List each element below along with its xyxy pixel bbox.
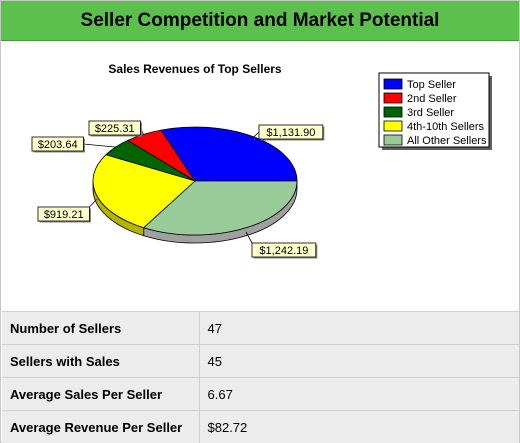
data-label: $203.64 bbox=[38, 139, 78, 151]
legend-entry: 3rd Seller bbox=[407, 107, 454, 119]
data-label-box bbox=[88, 120, 141, 136]
chart-area: Sales Revenues of Top Sellers $1,131.90 $2… bbox=[1, 41, 519, 311]
stats-table: Number of Sellers 47 Sellers with Sales 45 A… bbox=[2, 311, 519, 443]
leader-line bbox=[245, 231, 253, 244]
legend-entry: All Other Sellers bbox=[407, 135, 487, 147]
stats-row: Average Sales Per Seller 6.67 bbox=[2, 377, 519, 411]
stats-row: Average Revenue Per Seller $82.72 bbox=[2, 410, 519, 443]
pie-chart: Sales Revenues of Top Sellers $1,131.90 $2… bbox=[31, 62, 492, 259]
data-label-box bbox=[258, 124, 324, 140]
leader-line bbox=[83, 143, 116, 148]
pie-slice bbox=[142, 180, 298, 236]
stat-label: Sellers with Sales bbox=[2, 344, 200, 378]
stat-label: Average Revenue Per Seller bbox=[2, 410, 200, 443]
pie-slice bbox=[92, 154, 196, 229]
legend-entry: 2nd Seller bbox=[407, 93, 457, 105]
legend-swatch bbox=[383, 92, 403, 104]
stat-value: 6.67 bbox=[199, 377, 519, 411]
stats-row: Number of Sellers 47 bbox=[2, 311, 519, 345]
data-label: $1,242.19 bbox=[259, 245, 308, 257]
legend-swatch bbox=[383, 78, 403, 90]
stat-value: $82.72 bbox=[199, 410, 519, 443]
header-bar: Seller Competition and Market Potential bbox=[1, 1, 519, 41]
chart-title: Sales Revenues of Top Sellers bbox=[108, 62, 282, 76]
legend-entry: 4th-10th Sellers bbox=[407, 121, 485, 133]
stat-value: 47 bbox=[199, 311, 519, 345]
data-label-box bbox=[31, 136, 84, 152]
legend-swatch bbox=[383, 106, 403, 118]
data-label-box bbox=[251, 242, 317, 258]
stat-label: Number of Sellers bbox=[2, 311, 200, 345]
legend-entry: Top Seller bbox=[407, 79, 456, 91]
stat-value: 45 bbox=[199, 344, 519, 378]
stat-label: Average Sales Per Seller bbox=[2, 377, 200, 411]
page-title: Seller Competition and Market Potential bbox=[80, 9, 440, 31]
legend-swatch bbox=[383, 120, 403, 132]
data-label: $225.31 bbox=[95, 123, 135, 135]
legend-swatch bbox=[383, 134, 403, 146]
data-label: $919.21 bbox=[44, 209, 84, 221]
data-label: $1,131.90 bbox=[266, 127, 315, 139]
leader-line bbox=[89, 199, 97, 208]
leader-line bbox=[253, 131, 260, 138]
data-label-box bbox=[37, 206, 90, 222]
stats-row: Sellers with Sales 45 bbox=[2, 344, 519, 378]
